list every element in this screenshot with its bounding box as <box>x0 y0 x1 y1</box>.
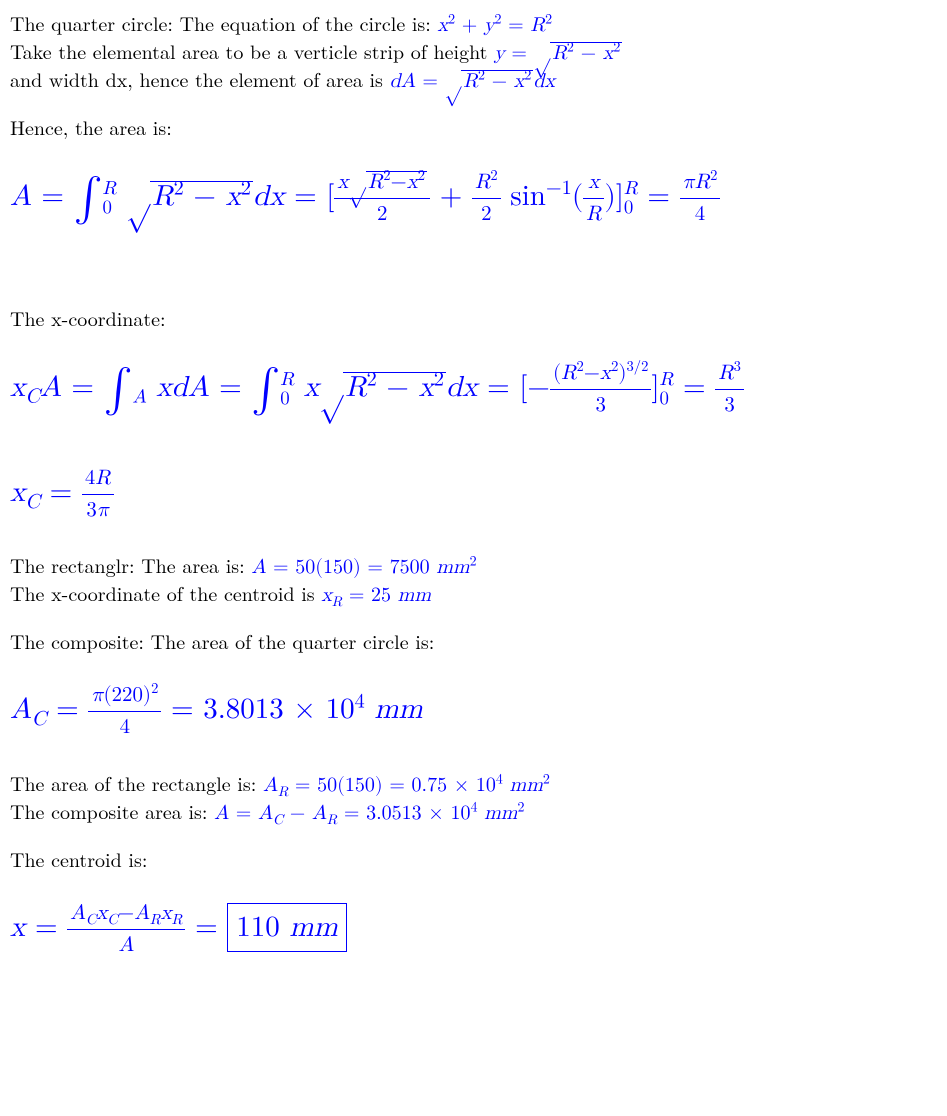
line-3: and width dx, hence the element of area … <box>10 66 937 94</box>
text: The quarter circle: The equation of the … <box>10 8 438 37</box>
equation-AC: AC = π(220)24 = 3.8013 × 104 mm <box>10 680 937 744</box>
line-11: The centroid is: <box>10 846 937 872</box>
line-2: Take the elemental area to be a verticle… <box>10 38 937 66</box>
text: and width dx, hence the element of area … <box>10 64 390 93</box>
inline-math-rect-area: A = 50(150) = 7500 mm2 <box>251 557 476 577</box>
inline-math-dA: dA = R2 − x2dx <box>390 71 555 91</box>
text: Take the elemental area to be a verticle… <box>10 36 494 65</box>
text: The x-coordinate of the centroid is <box>10 578 321 607</box>
inline-math-AR: AR = 50(150) = 0.75 × 104 mm2 <box>263 775 550 795</box>
line-5: The x-coordinate: <box>10 305 937 331</box>
line-4: Hence, the area is: <box>10 114 937 140</box>
inline-math-circle-eq: x2 + y2 = R2 <box>438 15 553 35</box>
equation-xcA: xCA = ∫A xdA = ∫R0 xR2 − x2dx = [−(R2−x2… <box>10 357 937 422</box>
text: The rectanglr: The area is: <box>10 550 251 579</box>
line-9: The area of the rectangle is: AR = 50(15… <box>10 770 937 798</box>
line-10: The composite area is: A = AC − AR = 3.0… <box>10 798 937 826</box>
inline-math-xR: xR = 25 mm <box>321 585 431 605</box>
equation-area: A = ∫R0 R2 − x2dx = [xR2−x22 + R22 sin−1… <box>10 166 937 231</box>
text: The composite area is: <box>10 796 214 825</box>
line-7: The x-coordinate of the centroid is xR =… <box>10 580 937 608</box>
equation-centroid: x = ACxC−ARxRA = 110 mm <box>10 898 937 962</box>
answer-box: 110 mm <box>227 903 346 953</box>
text: The area of the rectangle is: <box>10 768 263 797</box>
line-8: The composite: The area of the quarter c… <box>10 628 937 654</box>
line-1: The quarter circle: The equation of the … <box>10 10 937 38</box>
inline-math-y: y = R2 − x2 <box>494 43 622 63</box>
equation-xc: xC = 4R3π <box>10 463 937 527</box>
line-6: The rectanglr: The area is: A = 50(150) … <box>10 552 937 580</box>
inline-math-A-composite: A = AC − AR = 3.0513 × 104 mm2 <box>214 803 524 823</box>
